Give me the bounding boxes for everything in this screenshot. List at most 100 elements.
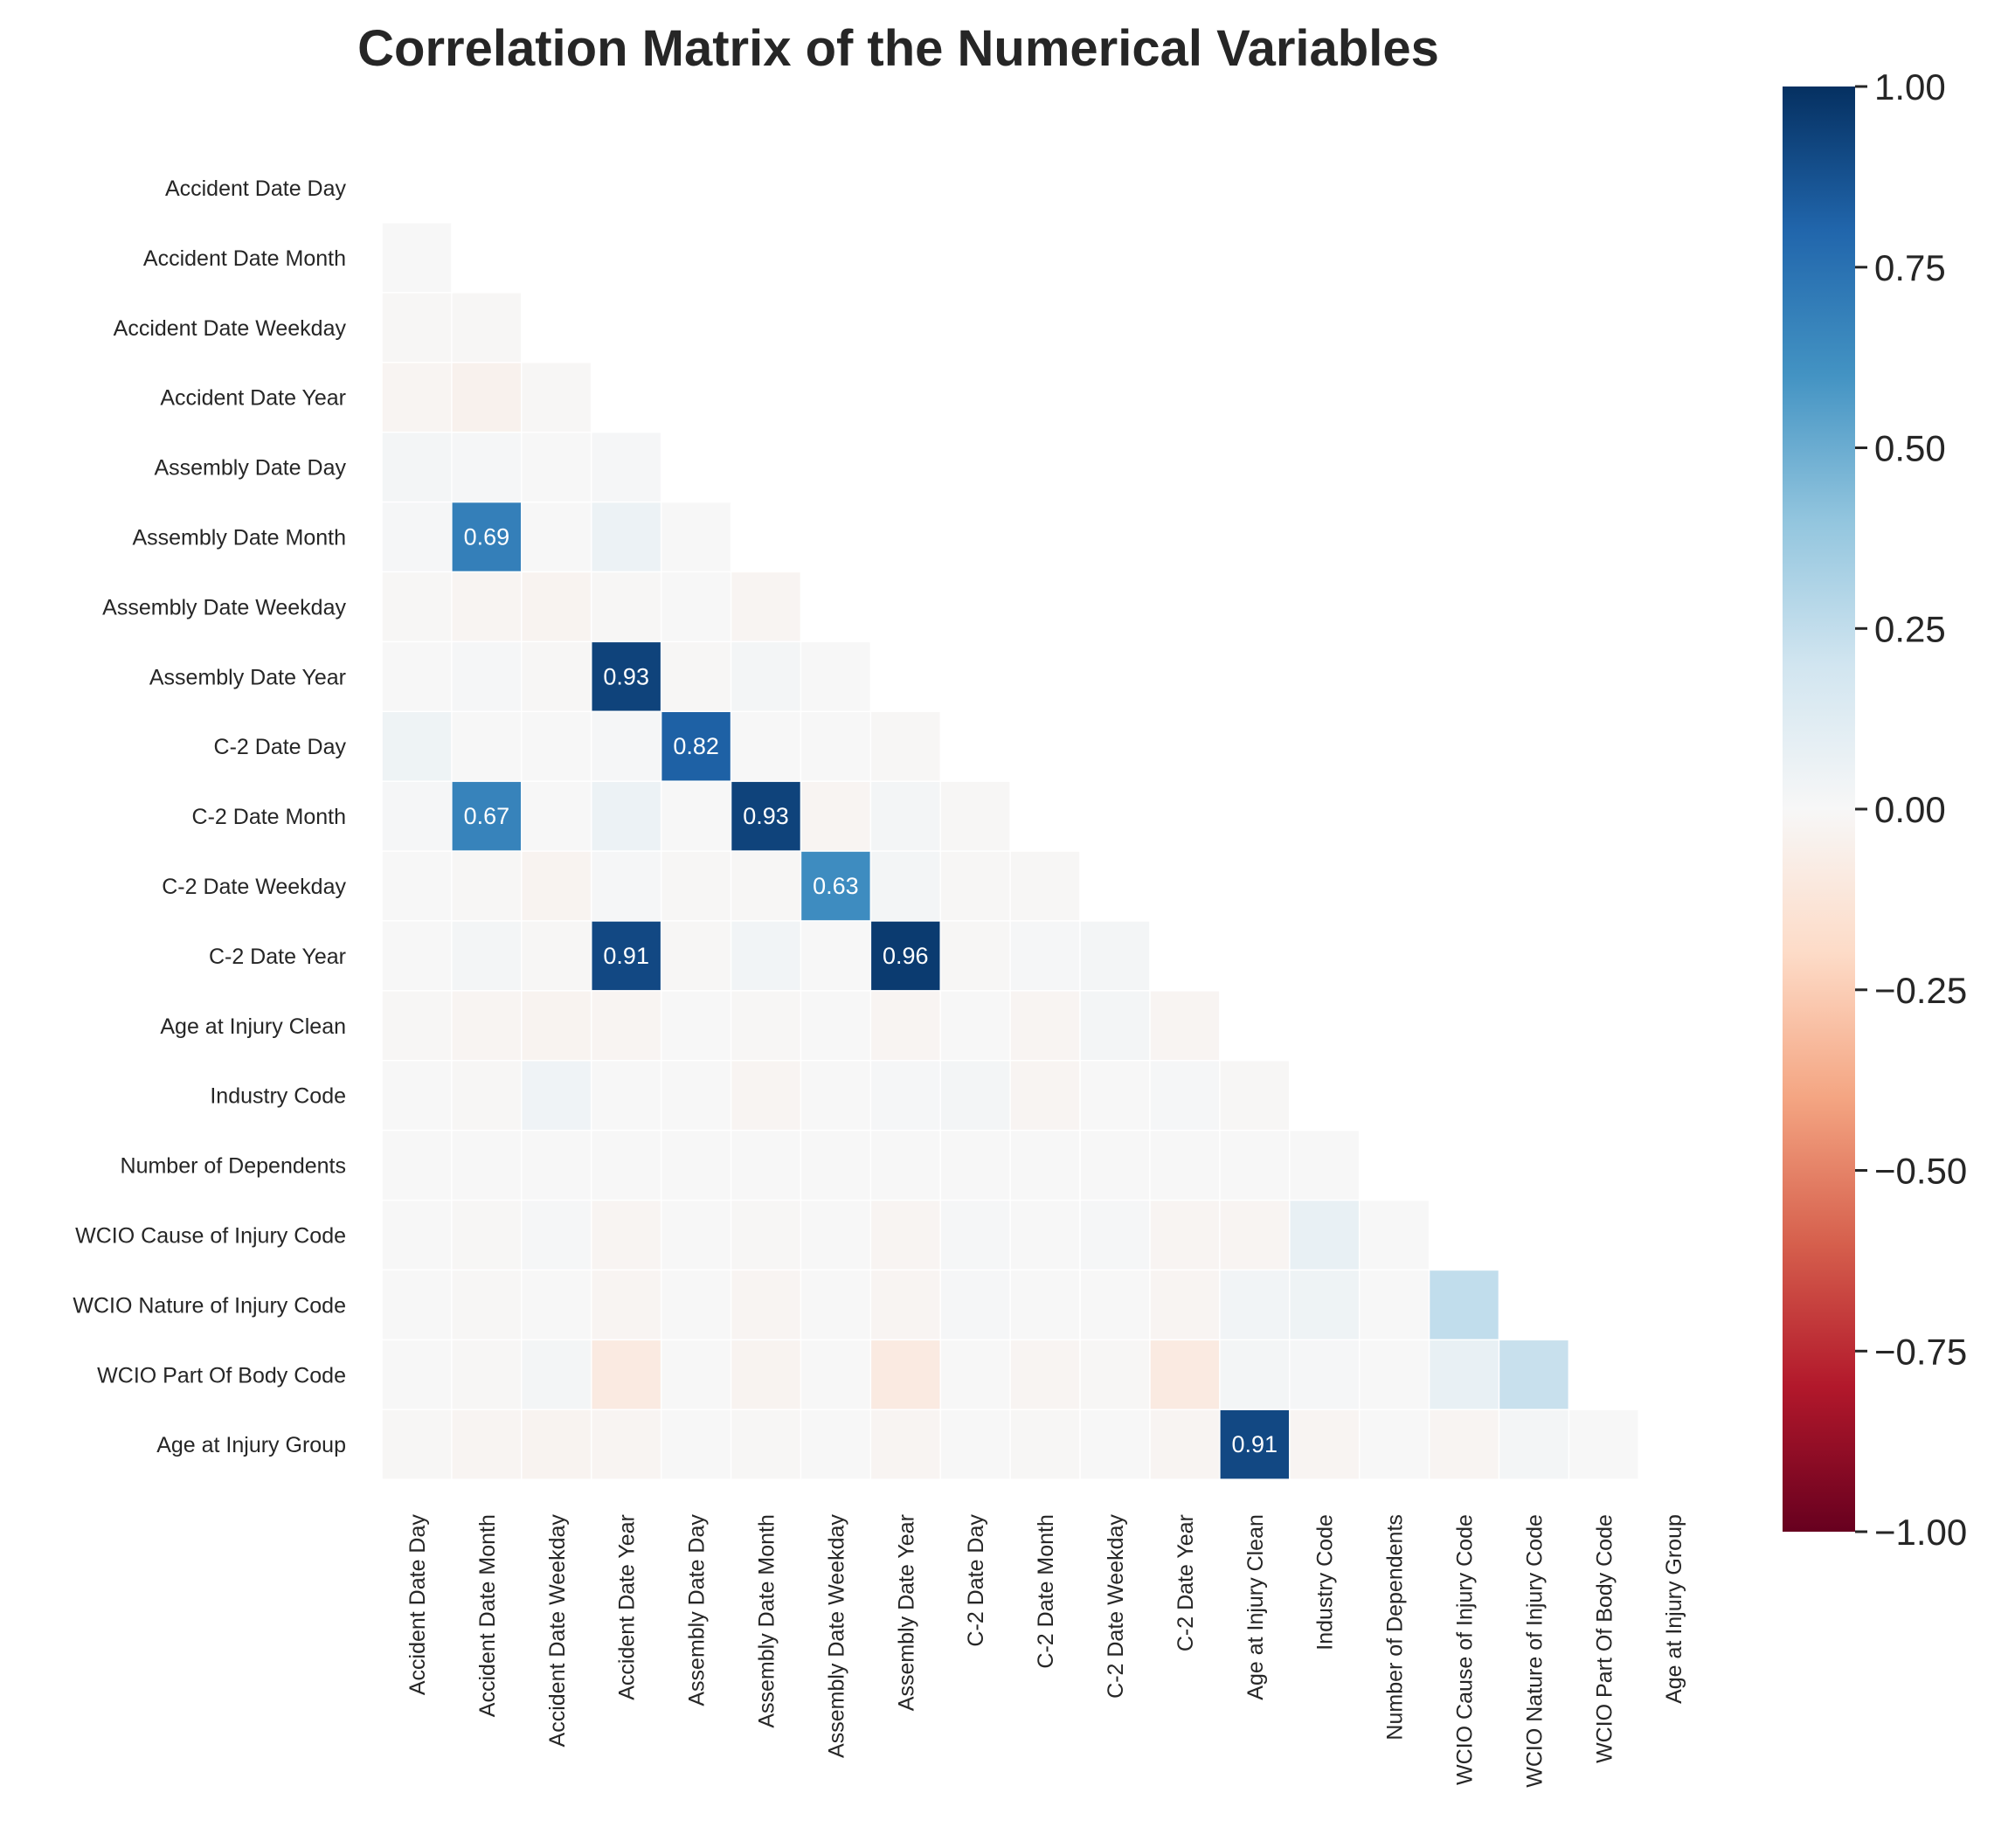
x-tick-label: Assembly Date Weekday (824, 1514, 848, 1758)
heatmap-cell-13-12 (1220, 1061, 1289, 1130)
x-tick-label: WCIO Cause of Injury Code (1453, 1514, 1478, 1785)
heatmap-cell-7-3 (592, 642, 661, 711)
colorbar: 1.00 0.75 0.50 0.25 0.00 −0.25 −0.50 −0.75 −1.00 (1783, 66, 1967, 1553)
heatmap-cell-17-10 (1080, 1340, 1150, 1409)
heatmap-cell-16-13 (1290, 1270, 1359, 1339)
heatmap-cell-12-1 (452, 991, 521, 1060)
heatmap-cell-12-4 (661, 991, 731, 1060)
heatmap-cell-8-4 (661, 712, 731, 781)
heatmap-cell-12-3 (592, 991, 661, 1060)
heatmap-cell-18-2 (522, 1410, 591, 1479)
heatmap-cell-15-4 (661, 1201, 731, 1270)
colorbar-tick-label: 1.00 (1874, 66, 1946, 107)
heatmap-cell-6-4 (661, 572, 731, 641)
heatmap-cell-17-13 (1290, 1340, 1359, 1409)
heatmap-cell-17-15 (1430, 1340, 1499, 1409)
heatmap-cell-10-1 (452, 851, 521, 921)
x-tick-label: Accident Date Day (405, 1514, 430, 1696)
heatmap-cell-13-6 (801, 1061, 870, 1130)
heatmap-cell-11-3 (592, 921, 661, 991)
colorbar-tick-label: 0.25 (1874, 608, 1946, 649)
heatmap-cell-14-3 (592, 1131, 661, 1200)
y-tick-label: Age at Injury Group (156, 1433, 346, 1457)
y-tick-label: Number of Dependents (121, 1154, 346, 1179)
heatmap-cell-10-0 (382, 851, 452, 921)
heatmap-cell-10-2 (522, 851, 591, 921)
heatmap-cell-15-2 (522, 1201, 591, 1270)
heatmap-cell-16-12 (1220, 1270, 1289, 1339)
heatmap-cells (382, 223, 1638, 1479)
heatmap-cell-9-6 (801, 781, 870, 851)
heatmap-cell-14-2 (522, 1131, 591, 1200)
colorbar-tick-label: −1.00 (1874, 1512, 1967, 1553)
y-tick-label: Accident Date Year (160, 386, 346, 411)
heatmap-cell-18-0 (382, 1410, 452, 1479)
heatmap-cell-3-1 (452, 363, 521, 432)
x-tick-label: Assembly Date Year (894, 1514, 918, 1711)
heatmap-cell-17-5 (731, 1340, 800, 1409)
heatmap-cell-14-7 (871, 1131, 940, 1200)
y-tick-label: C-2 Date Month (192, 805, 346, 829)
heatmap-cell-5-3 (592, 502, 661, 571)
heatmap-cell-14-0 (382, 1131, 452, 1200)
heatmap-cell-18-17 (1569, 1410, 1638, 1479)
heatmap-cell-18-10 (1080, 1410, 1150, 1479)
heatmap-cell-6-0 (382, 572, 452, 641)
colorbar-tick-label: 0.50 (1874, 428, 1946, 469)
heatmap-cell-18-9 (1010, 1410, 1080, 1479)
heatmap-cell-16-2 (522, 1270, 591, 1339)
heatmap-cell-15-3 (592, 1201, 661, 1270)
colorbar-tick-label: 0.00 (1874, 789, 1946, 830)
heatmap-cell-14-10 (1080, 1131, 1150, 1200)
heatmap-cell-6-2 (522, 572, 591, 641)
y-tick-label: WCIO Nature of Injury Code (73, 1293, 346, 1318)
heatmap-cell-17-8 (941, 1340, 1010, 1409)
y-tick-label: C-2 Date Day (214, 735, 347, 759)
cell-annotation-9-1: 0.67 (464, 803, 510, 829)
heatmap-cell-6-1 (452, 572, 521, 641)
heatmap-cell-12-8 (941, 991, 1010, 1060)
heatmap-cell-18-4 (661, 1410, 731, 1479)
heatmap-cell-13-11 (1150, 1061, 1220, 1130)
heatmap-cell-14-9 (1010, 1131, 1080, 1200)
heatmap-cell-18-1 (452, 1410, 521, 1479)
x-tick-label: Accident Date Weekday (545, 1514, 570, 1748)
x-tick-label: Assembly Date Day (685, 1514, 710, 1706)
cell-annotation-10-6: 0.63 (813, 873, 859, 899)
heatmap-cell-15-8 (941, 1201, 1010, 1270)
x-tick-label: C-2 Date Month (1034, 1514, 1058, 1668)
heatmap-cell-8-7 (871, 712, 940, 781)
x-tick-label: Accident Date Month (475, 1514, 500, 1717)
heatmap-cell-10-9 (1010, 851, 1080, 921)
heatmap-cell-12-11 (1150, 991, 1220, 1060)
heatmap-cell-11-10 (1080, 921, 1150, 991)
heatmap-cell-10-8 (941, 851, 1010, 921)
heatmap-cell-13-1 (452, 1061, 521, 1130)
heatmap-cell-11-2 (522, 921, 591, 991)
heatmap-cell-12-2 (522, 991, 591, 1060)
heatmap-cell-10-7 (871, 851, 940, 921)
heatmap-cell-15-0 (382, 1201, 452, 1270)
heatmap-cell-4-0 (382, 433, 452, 502)
colorbar-tick-label: 0.75 (1874, 247, 1946, 288)
heatmap-cell-11-5 (731, 921, 800, 991)
heatmap-cell-15-12 (1220, 1201, 1289, 1270)
heatmap-cell-13-8 (941, 1061, 1010, 1130)
heatmap-cell-3-2 (522, 363, 591, 432)
heatmap-cell-17-0 (382, 1340, 452, 1409)
heatmap-cell-11-4 (661, 921, 731, 991)
heatmap-cell-9-7 (871, 781, 940, 851)
heatmap-cell-17-11 (1150, 1340, 1220, 1409)
heatmap-cell-14-12 (1220, 1131, 1289, 1200)
y-tick-label: Assembly Date Year (149, 665, 346, 689)
heatmap-cell-14-11 (1150, 1131, 1220, 1200)
colorbar-tick-label: −0.25 (1874, 970, 1967, 1011)
heatmap-cell-13-4 (661, 1061, 731, 1130)
y-tick-label: Assembly Date Weekday (102, 595, 346, 619)
heatmap-cell-16-14 (1360, 1270, 1429, 1339)
heatmap-cell-8-0 (382, 712, 452, 781)
heatmap-cell-16-10 (1080, 1270, 1150, 1339)
heatmap-cell-16-1 (452, 1270, 521, 1339)
colorbar-gradient (1783, 87, 1855, 1532)
heatmap-cell-11-0 (382, 921, 452, 991)
